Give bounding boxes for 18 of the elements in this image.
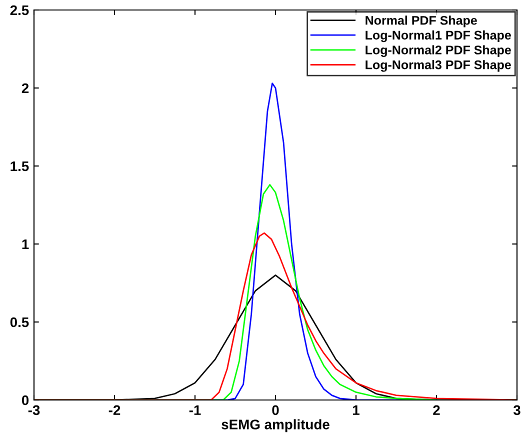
x-tick-label: 3 [513,405,520,416]
x-tick-label: 0 [272,405,279,416]
y-tick-label: 0.5 [10,317,29,328]
x-axis-title: sEMG amplitude [222,419,330,432]
x-tick-label: -1 [189,405,201,415]
x-tick-label: -2 [108,405,120,415]
x-tick-label: 1 [353,405,360,415]
y-tick-label: 1 [22,239,29,250]
legend-label: Normal PDF Shape [366,16,477,28]
legend-label: Log-Normal2 PDF Shape [366,45,511,57]
legend-label: Log-Normal3 PDF Shape [366,60,511,72]
y-tick-label: 2 [22,83,29,94]
y-tick-label: 2.5 [10,5,29,16]
x-tick-label: 2 [433,405,440,415]
y-tick-label: 1.5 [10,161,29,172]
x-tick-label: -3 [28,405,40,416]
y-tick-label: 0 [22,395,29,406]
legend-label: Log-Normal1 PDF Shape [366,30,511,42]
